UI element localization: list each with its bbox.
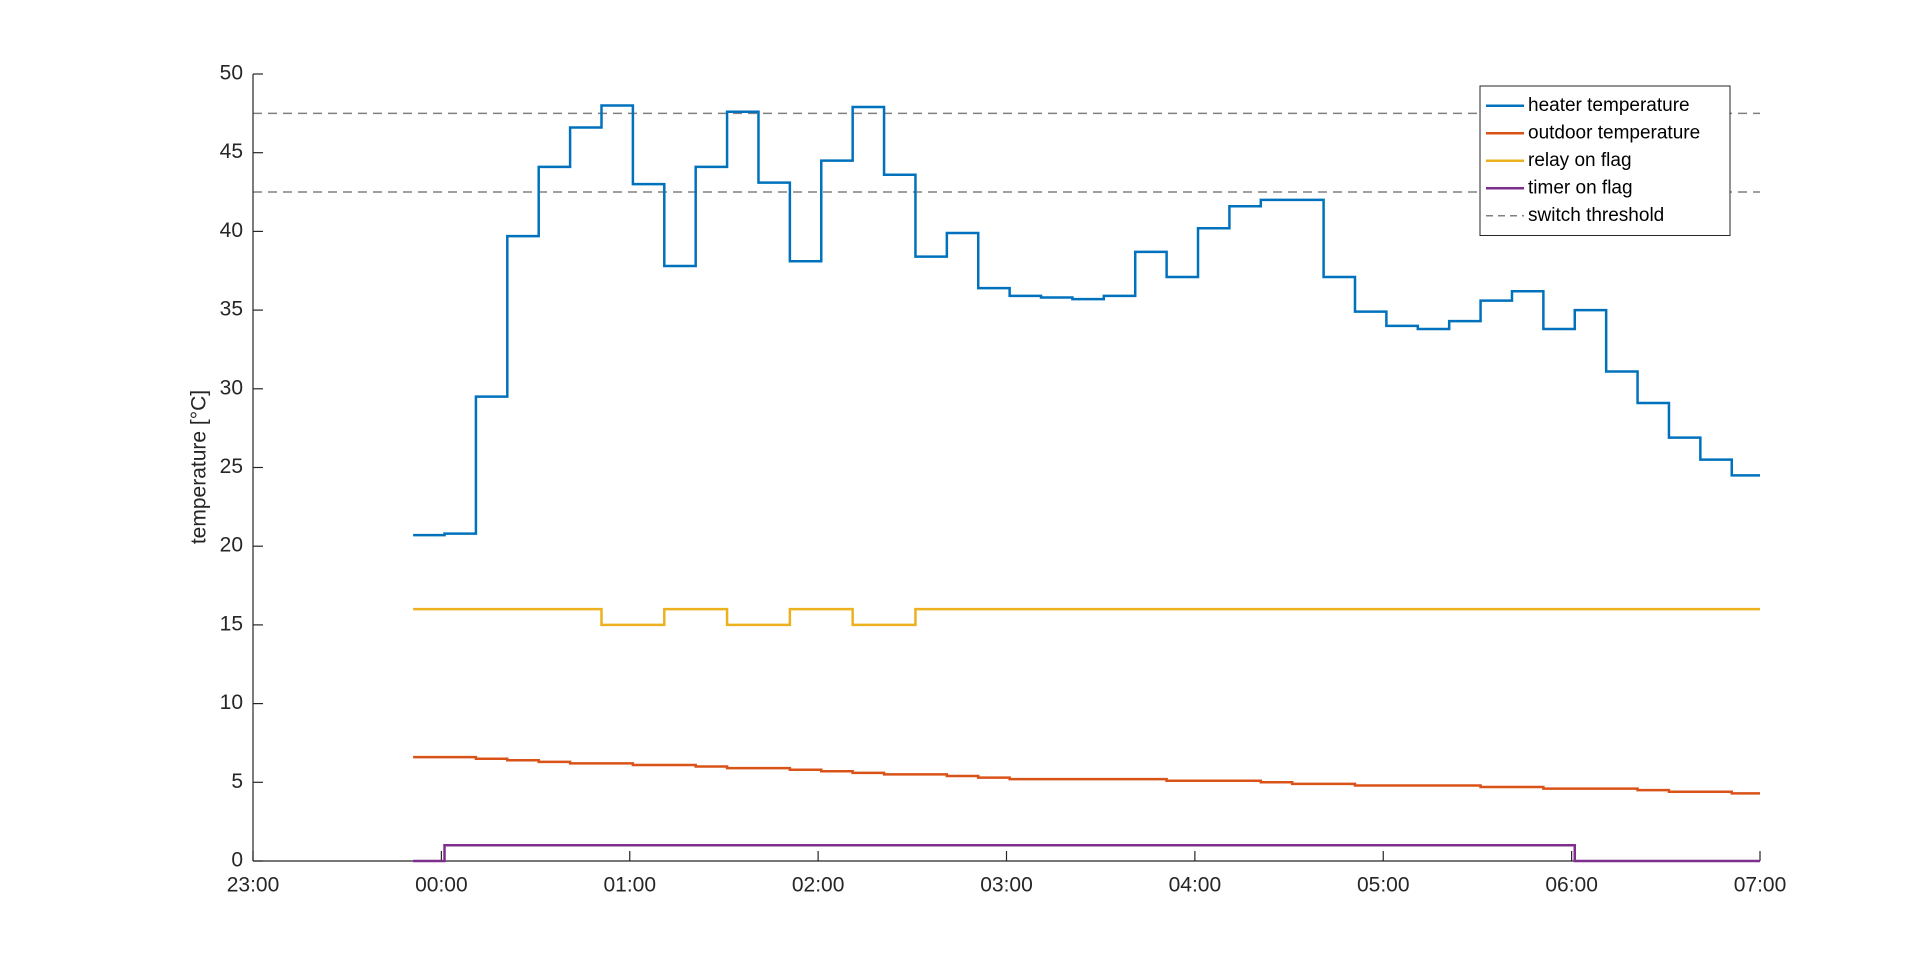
legend-label: timer on flag xyxy=(1528,177,1633,198)
y-tick-label: 30 xyxy=(220,376,243,399)
x-tick-label: 07:00 xyxy=(1734,874,1787,897)
x-tick-label: 06:00 xyxy=(1545,874,1598,897)
y-tick-label: 20 xyxy=(220,534,243,557)
series-line xyxy=(413,755,1760,795)
y-tick-label: 25 xyxy=(220,455,243,478)
series-line xyxy=(413,844,1760,863)
x-tick-label: 04:00 xyxy=(1169,874,1222,897)
legend-label: relay on flag xyxy=(1528,150,1632,171)
y-tick-label: 45 xyxy=(220,140,243,163)
legend-label: heater temperature xyxy=(1528,95,1690,116)
legend-label: outdoor temperature xyxy=(1528,122,1700,143)
y-axis-label: temperature [°C] xyxy=(188,390,211,544)
y-tick-label: 15 xyxy=(220,612,243,635)
y-tick-label: 10 xyxy=(220,691,243,714)
legend: heater temperature outdoor temperature rel… xyxy=(1479,85,1731,236)
legend-label: switch threshold xyxy=(1528,205,1664,226)
x-tick-label: 03:00 xyxy=(980,874,1033,897)
x-tick-label: 00:00 xyxy=(415,874,468,897)
x-tick-label: 02:00 xyxy=(792,874,845,897)
x-tick-label: 05:00 xyxy=(1357,874,1410,897)
x-tick-label: 23:00 xyxy=(227,874,280,897)
y-tick-label: 50 xyxy=(220,62,243,85)
y-tick-label: 5 xyxy=(231,770,243,793)
y-tick-label: 0 xyxy=(231,849,243,872)
series-line xyxy=(413,607,1760,627)
y-tick-label: 35 xyxy=(220,298,243,321)
y-tick-label: 40 xyxy=(220,219,243,242)
series-line xyxy=(413,104,1760,537)
x-tick-label: 01:00 xyxy=(603,874,656,897)
